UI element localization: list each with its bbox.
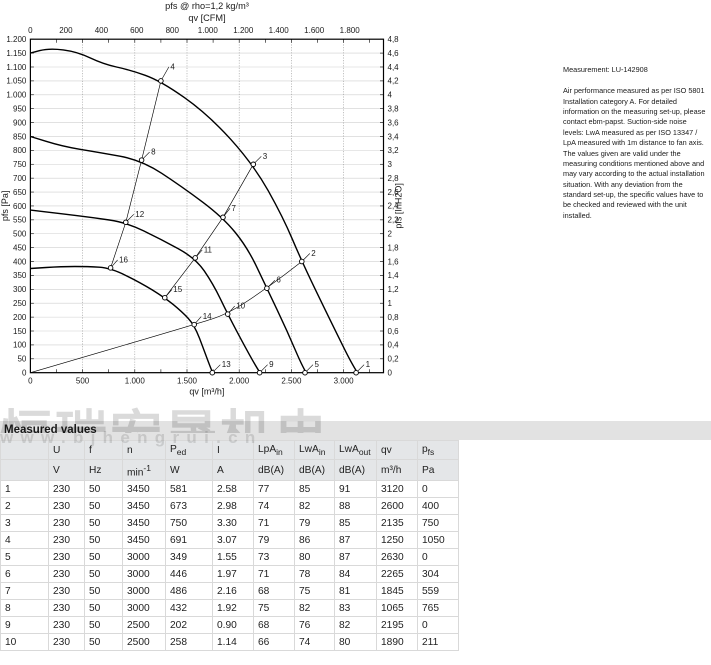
svg-text:350: 350 — [13, 271, 27, 280]
svg-text:1,2: 1,2 — [388, 285, 400, 294]
svg-text:150: 150 — [13, 327, 27, 336]
svg-text:4,8: 4,8 — [388, 35, 400, 44]
svg-text:1.200: 1.200 — [233, 26, 254, 35]
svg-text:1.200: 1.200 — [6, 35, 27, 44]
svg-text:qv [m³/h]: qv [m³/h] — [189, 387, 224, 397]
svg-text:13: 13 — [222, 360, 231, 369]
svg-text:11: 11 — [204, 245, 213, 254]
svg-text:650: 650 — [13, 188, 27, 197]
svg-text:1.500: 1.500 — [177, 377, 198, 386]
svg-text:4,4: 4,4 — [388, 63, 400, 72]
svg-text:1.400: 1.400 — [269, 26, 290, 35]
svg-text:0: 0 — [388, 369, 393, 378]
svg-text:1: 1 — [366, 360, 371, 369]
svg-text:3,8: 3,8 — [388, 105, 400, 114]
svg-text:0,6: 0,6 — [388, 327, 400, 336]
svg-text:8: 8 — [151, 148, 156, 157]
svg-text:2.500: 2.500 — [281, 377, 302, 386]
svg-text:15: 15 — [173, 285, 182, 294]
svg-text:100: 100 — [13, 341, 27, 350]
svg-text:0: 0 — [22, 369, 27, 378]
svg-text:600: 600 — [130, 26, 144, 35]
svg-text:3: 3 — [263, 152, 268, 161]
svg-text:50: 50 — [17, 355, 26, 364]
svg-text:800: 800 — [166, 26, 180, 35]
svg-text:16: 16 — [119, 255, 128, 264]
svg-text:1,6: 1,6 — [388, 257, 400, 266]
svg-text:3,4: 3,4 — [388, 132, 400, 141]
svg-text:1: 1 — [388, 299, 393, 308]
svg-text:1.000: 1.000 — [6, 91, 27, 100]
svg-text:1,8: 1,8 — [388, 243, 400, 252]
svg-text:500: 500 — [76, 377, 90, 386]
svg-text:2: 2 — [311, 249, 316, 258]
svg-text:1.000: 1.000 — [125, 377, 146, 386]
svg-text:pfs [Pa]: pfs [Pa] — [0, 191, 10, 222]
svg-text:1.100: 1.100 — [6, 63, 27, 72]
svg-text:0,2: 0,2 — [388, 355, 400, 364]
svg-text:4,6: 4,6 — [388, 49, 400, 58]
svg-text:qv [CFM]: qv [CFM] — [188, 13, 225, 23]
svg-text:550: 550 — [13, 216, 27, 225]
svg-text:pfs @ rho=1,2 kg/m³: pfs @ rho=1,2 kg/m³ — [165, 1, 249, 11]
svg-text:450: 450 — [13, 243, 27, 252]
svg-text:900: 900 — [13, 118, 27, 127]
svg-text:14: 14 — [203, 312, 212, 321]
svg-text:12: 12 — [135, 210, 144, 219]
svg-text:200: 200 — [13, 313, 27, 322]
svg-text:700: 700 — [13, 174, 27, 183]
svg-text:0: 0 — [28, 26, 33, 35]
svg-text:750: 750 — [13, 160, 27, 169]
svg-text:300: 300 — [13, 285, 27, 294]
svg-text:500: 500 — [13, 230, 27, 239]
svg-text:7: 7 — [232, 204, 237, 213]
svg-text:4: 4 — [388, 91, 393, 100]
svg-text:2: 2 — [388, 230, 393, 239]
svg-text:4: 4 — [170, 62, 175, 71]
svg-text:10: 10 — [236, 302, 245, 311]
svg-text:0,8: 0,8 — [388, 313, 400, 322]
svg-text:800: 800 — [13, 146, 27, 155]
svg-text:1.000: 1.000 — [198, 26, 219, 35]
svg-text:3.000: 3.000 — [334, 377, 355, 386]
svg-text:1.150: 1.150 — [6, 49, 27, 58]
svg-text:5: 5 — [315, 360, 320, 369]
svg-text:0,4: 0,4 — [388, 341, 400, 350]
svg-text:1.050: 1.050 — [6, 77, 27, 86]
svg-text:4,2: 4,2 — [388, 77, 400, 86]
svg-text:400: 400 — [13, 257, 27, 266]
svg-text:pfs [InH2O]: pfs [InH2O] — [394, 183, 404, 229]
svg-text:850: 850 — [13, 132, 27, 141]
svg-text:1,4: 1,4 — [388, 271, 400, 280]
svg-text:950: 950 — [13, 105, 27, 114]
svg-text:3,6: 3,6 — [388, 118, 400, 127]
svg-text:600: 600 — [13, 202, 27, 211]
svg-text:3,2: 3,2 — [388, 146, 400, 155]
svg-text:400: 400 — [95, 26, 109, 35]
svg-text:1.600: 1.600 — [304, 26, 325, 35]
svg-text:250: 250 — [13, 299, 27, 308]
svg-text:200: 200 — [59, 26, 73, 35]
svg-text:2.000: 2.000 — [229, 377, 250, 386]
svg-text:3: 3 — [388, 160, 393, 169]
svg-text:0: 0 — [28, 377, 33, 386]
svg-text:9: 9 — [269, 360, 274, 369]
svg-text:6: 6 — [276, 276, 281, 285]
svg-text:1.800: 1.800 — [340, 26, 361, 35]
svg-text:2,8: 2,8 — [388, 174, 400, 183]
